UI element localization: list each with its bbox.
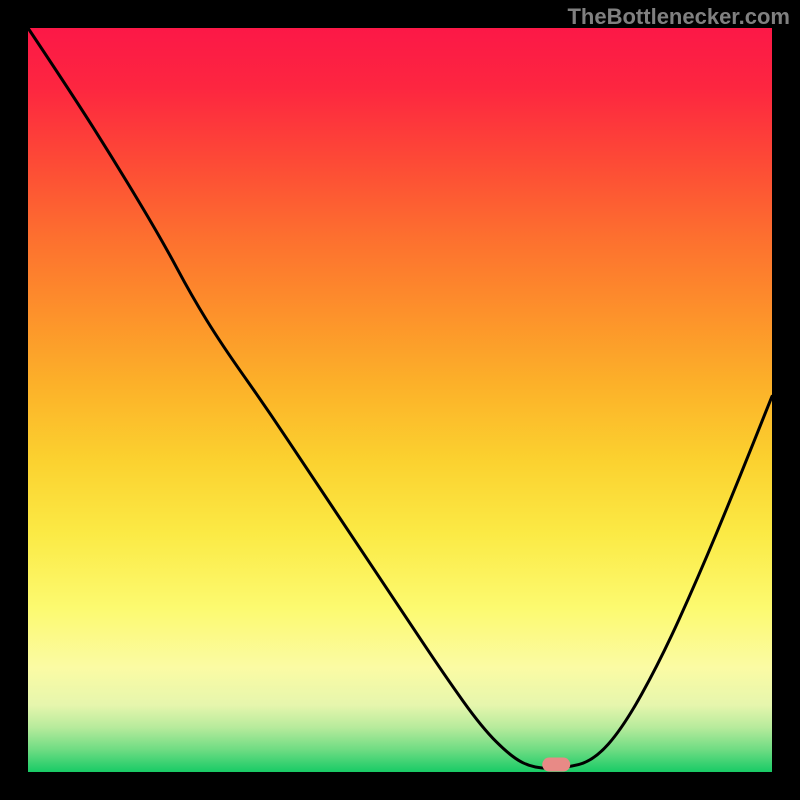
bottleneck-chart xyxy=(0,0,800,800)
chart-container: { "watermark": { "text": "TheBottlenecke… xyxy=(0,0,800,800)
target-marker xyxy=(542,758,570,772)
watermark-text: TheBottlenecker.com xyxy=(567,4,790,30)
